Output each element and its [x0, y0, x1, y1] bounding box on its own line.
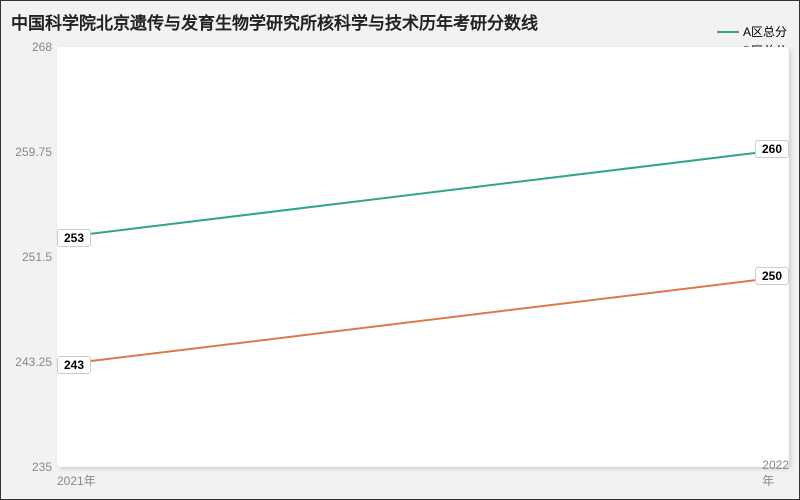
series-line — [57, 276, 789, 365]
plot-area: 235243.25251.5259.752682021年2022年2532602… — [57, 47, 789, 467]
legend-item-series-a: A区总分 — [717, 23, 787, 40]
y-axis-tick: 235 — [7, 460, 52, 474]
legend-label-a: A区总分 — [743, 23, 787, 40]
chart-title: 中国科学院北京遗传与发育生物学研究所核科学与技术历年考研分数线 — [1, 1, 799, 38]
data-point-label: 253 — [57, 229, 91, 247]
series-line — [57, 149, 789, 238]
x-axis-tick: 2022年 — [762, 458, 789, 489]
plot-svg — [57, 47, 789, 467]
y-axis-tick: 259.75 — [7, 145, 52, 159]
data-point-label: 243 — [57, 356, 91, 374]
data-point-label: 260 — [755, 140, 789, 158]
line-chart-container: 中国科学院北京遗传与发育生物学研究所核科学与技术历年考研分数线 A区总分 B区总… — [0, 0, 800, 500]
data-point-label: 250 — [755, 267, 789, 285]
x-axis-tick: 2021年 — [57, 472, 96, 489]
y-axis-tick: 268 — [7, 40, 52, 54]
legend-swatch-a — [717, 31, 739, 33]
y-axis-tick: 251.5 — [7, 250, 52, 264]
y-axis-tick: 243.25 — [7, 355, 52, 369]
